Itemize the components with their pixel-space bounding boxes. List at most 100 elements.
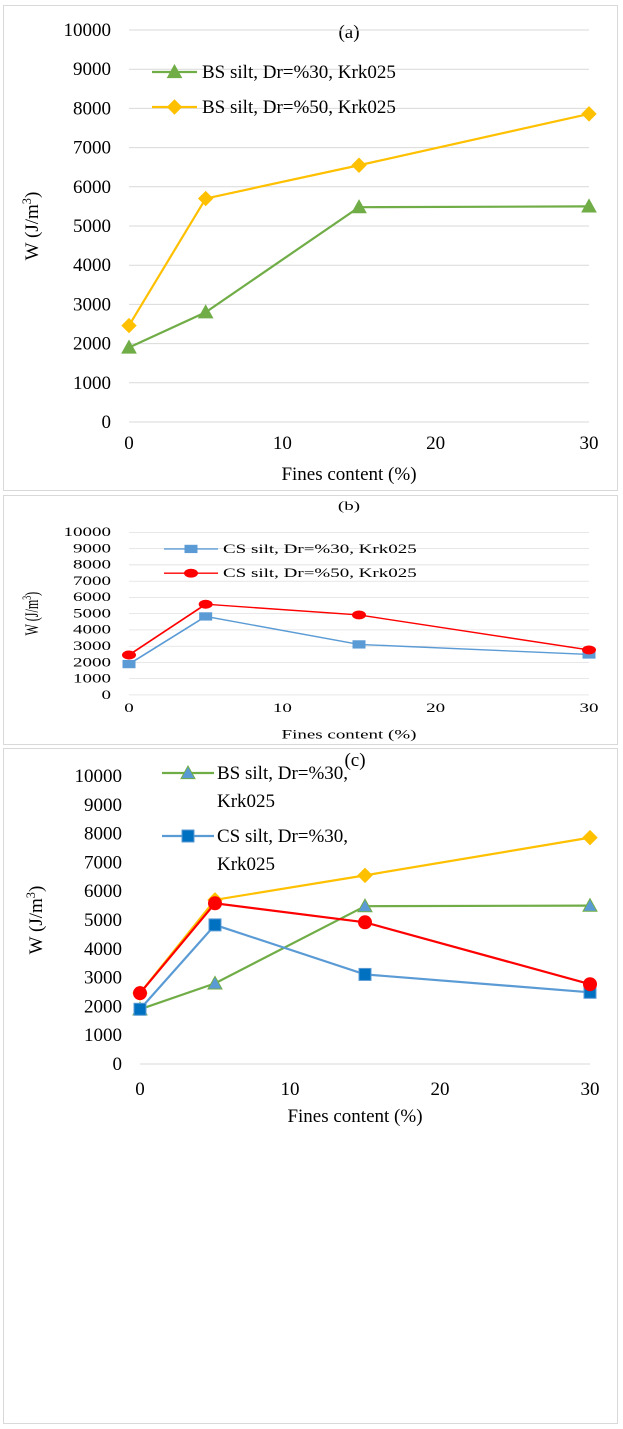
chart-b: (b) 0 1000 2000 3000 4000 5000 6000 7000 8000 9000… [21,500,599,741]
y-axis-label-main: W (J/m [22,204,43,260]
y-tick-label: 9000 [73,543,111,556]
x-tick-label: 10 [273,702,292,715]
y-tick-label: 2000 [73,656,111,669]
chart-title: (a) [338,22,359,43]
legend-marker-0 [180,764,196,780]
series-line-2 [139,836,591,994]
y-tick-label: 8000 [84,824,122,845]
y-tick-label: 8000 [73,98,111,119]
data-point-s3-1 [208,896,222,911]
x-axis-label: Fines content (%) [281,464,416,485]
data-point-s1-0 [121,317,137,334]
data-point-s3-2 [358,915,372,930]
y-axis-label-main: W (J/m [26,898,47,954]
data-point-s1-2 [358,967,372,981]
x-tick-label: 0 [124,702,134,715]
x-tick-label: 30 [580,433,599,454]
y-axis-label-close: ) [26,886,47,892]
series-line-1 [128,112,590,327]
data-point-s1-1 [208,918,222,932]
data-point-s1-3 [581,106,597,122]
y-tick-label: 1000 [73,373,111,394]
y-tick-label: 10000 [64,526,112,539]
data-point-s0-2 [352,640,366,649]
data-point-s1-3 [582,645,596,655]
y-tick-label: 2000 [73,334,111,355]
data-point-s1-2 [351,157,367,173]
x-tick-label: 20 [431,1079,450,1100]
data-point-s1-2 [352,610,366,620]
data-point-s0-2 [351,199,367,214]
y-axis-label-sup: 3 [20,198,34,204]
legend-marker-0 [166,63,183,79]
y-tick-label: 2000 [84,996,122,1017]
data-point-s0-3 [582,897,598,912]
data-point-s0-0 [121,339,137,354]
series-line-0 [128,615,590,665]
y-axis-label-close: ) [22,592,42,596]
data-point-s2-2 [357,867,373,884]
chart-title: (b) [338,500,360,513]
x-tick-label: 0 [124,433,134,454]
legend-label-1: CS silt, Dr=%30, [217,826,348,847]
y-tick-label: 0 [101,689,111,702]
y-tick-label: 6000 [84,881,122,902]
series-line-1 [139,923,591,1011]
y-tick-label: 8000 [73,559,111,572]
y-axis-label: W (J/m3) [21,592,42,636]
x-axis-label: Fines content (%) [287,1106,422,1127]
series-line-1 [128,603,590,656]
y-tick-label: 10000 [64,20,112,41]
data-point-s2-3 [582,829,598,846]
series-line-3 [139,902,591,994]
y-axis-label-sup: 3 [21,596,34,600]
y-tick-label: 7000 [73,138,111,159]
y-tick-label: 0 [102,412,112,433]
y-tick-label: 9000 [84,795,122,816]
x-tick-label: 20 [426,433,445,454]
chart-panel-c: (c) 0 1000 2000 3000 4000 5000 6000 7000 8000 9000… [3,748,618,1424]
y-tick-label: 5000 [73,216,111,237]
y-axis-label-close: ) [22,192,43,198]
y-tick-label: 3000 [84,968,122,989]
y-tick-label: 7000 [84,852,122,873]
y-tick-label: 9000 [73,59,111,80]
y-tick-label: 7000 [73,575,111,588]
legend-marker-1 [181,829,195,843]
data-point-s3-3 [583,977,597,992]
y-tick-label: 3000 [73,640,111,653]
x-tick-label: 30 [580,702,599,715]
chart-c: (c) 0 1000 2000 3000 4000 5000 6000 7000 8000 9000… [24,750,600,1127]
legend-label-0: BS silt, Dr=%30, Krk025 [202,62,396,83]
legend-label-0: CS silt, Dr=%30, Krk025 [223,543,417,556]
series-line-0 [139,904,591,1011]
chart-a: (a) 0 1000 2000 3000 4000 5000 6000 7000 8000 9000… [20,20,599,485]
y-tick-label: 4000 [73,624,111,637]
x-tick-label: 30 [581,1079,600,1100]
chart-title: (c) [344,750,365,771]
legend-label-1: BS silt, Dr=%50, Krk025 [202,97,396,118]
legend-marker-1 [184,568,198,578]
data-point-s1-1 [197,190,214,207]
data-point-s1-1 [198,599,213,609]
data-point-s1-0 [122,650,136,660]
series-line-0 [128,205,590,349]
legend-label-1: CS silt, Dr=%50, Krk025 [223,567,417,580]
data-point-s0-1 [197,304,214,319]
y-axis-label: W (J/m3) [20,192,43,261]
y-tick-label: 6000 [73,177,111,198]
legend-label-0: Krk025 [217,791,275,812]
legend-label-1: Krk025 [217,854,275,875]
data-point-s0-1 [199,612,213,621]
y-tick-label: 1000 [84,1025,122,1046]
x-tick-label: 20 [426,702,445,715]
data-point-s0-2 [357,898,373,913]
data-point-s3-0 [133,986,147,1001]
data-point-s0-0 [122,659,136,669]
y-tick-label: 10000 [75,766,123,787]
y-tick-label: 0 [113,1054,123,1075]
y-tick-label: 5000 [73,608,111,621]
data-point-s0-3 [581,198,597,213]
y-tick-label: 5000 [84,910,122,931]
legend-marker-0 [184,544,198,554]
